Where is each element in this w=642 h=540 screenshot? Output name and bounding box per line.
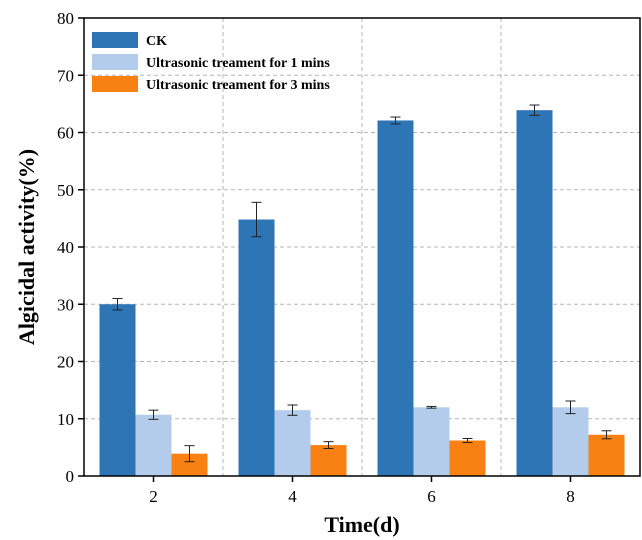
y-tick-label: 60 xyxy=(57,124,74,143)
y-tick-label: 40 xyxy=(57,238,74,257)
bar xyxy=(413,407,450,476)
x-tick-label: 6 xyxy=(427,487,436,506)
y-tick-label: 20 xyxy=(57,353,74,372)
bar xyxy=(310,445,347,476)
x-tick-label: 4 xyxy=(288,487,297,506)
y-axis: 0 10 20 30 40 50 60 70 80 xyxy=(57,9,84,486)
legend-swatch xyxy=(92,32,138,48)
y-tick-label: 30 xyxy=(57,295,74,314)
bars-layer xyxy=(99,110,625,477)
bar xyxy=(135,414,172,476)
y-tick-label: 70 xyxy=(57,66,74,85)
y-tick-label: 80 xyxy=(57,9,74,28)
bar xyxy=(171,453,208,476)
legend: CK Ultrasonic treament for 1 mins Ultrason… xyxy=(92,32,330,93)
legend-swatch xyxy=(92,54,138,70)
bar xyxy=(274,410,311,476)
y-tick-label: 50 xyxy=(57,181,74,200)
bar xyxy=(516,110,553,477)
error-bars-layer xyxy=(112,104,612,463)
bar xyxy=(377,120,414,476)
x-tick-label: 2 xyxy=(149,487,158,506)
legend-swatch xyxy=(92,76,138,92)
bar xyxy=(238,219,275,476)
y-tick-label: 0 xyxy=(66,467,75,486)
x-tick-label: 8 xyxy=(566,487,575,506)
bar xyxy=(588,434,625,476)
x-axis-title: Time(d) xyxy=(324,512,399,537)
y-tick-label: 10 xyxy=(57,410,74,429)
x-axis: 2 4 6 8 xyxy=(149,476,575,506)
legend-label: Ultrasonic treament for 3 mins xyxy=(146,78,330,93)
legend-label: Ultrasonic treament for 1 mins xyxy=(146,56,330,71)
bar xyxy=(449,440,486,476)
bar xyxy=(552,407,589,476)
legend-label: CK xyxy=(146,34,167,49)
bar xyxy=(99,304,136,476)
y-axis-title: Algicidal activity(%) xyxy=(14,149,39,345)
